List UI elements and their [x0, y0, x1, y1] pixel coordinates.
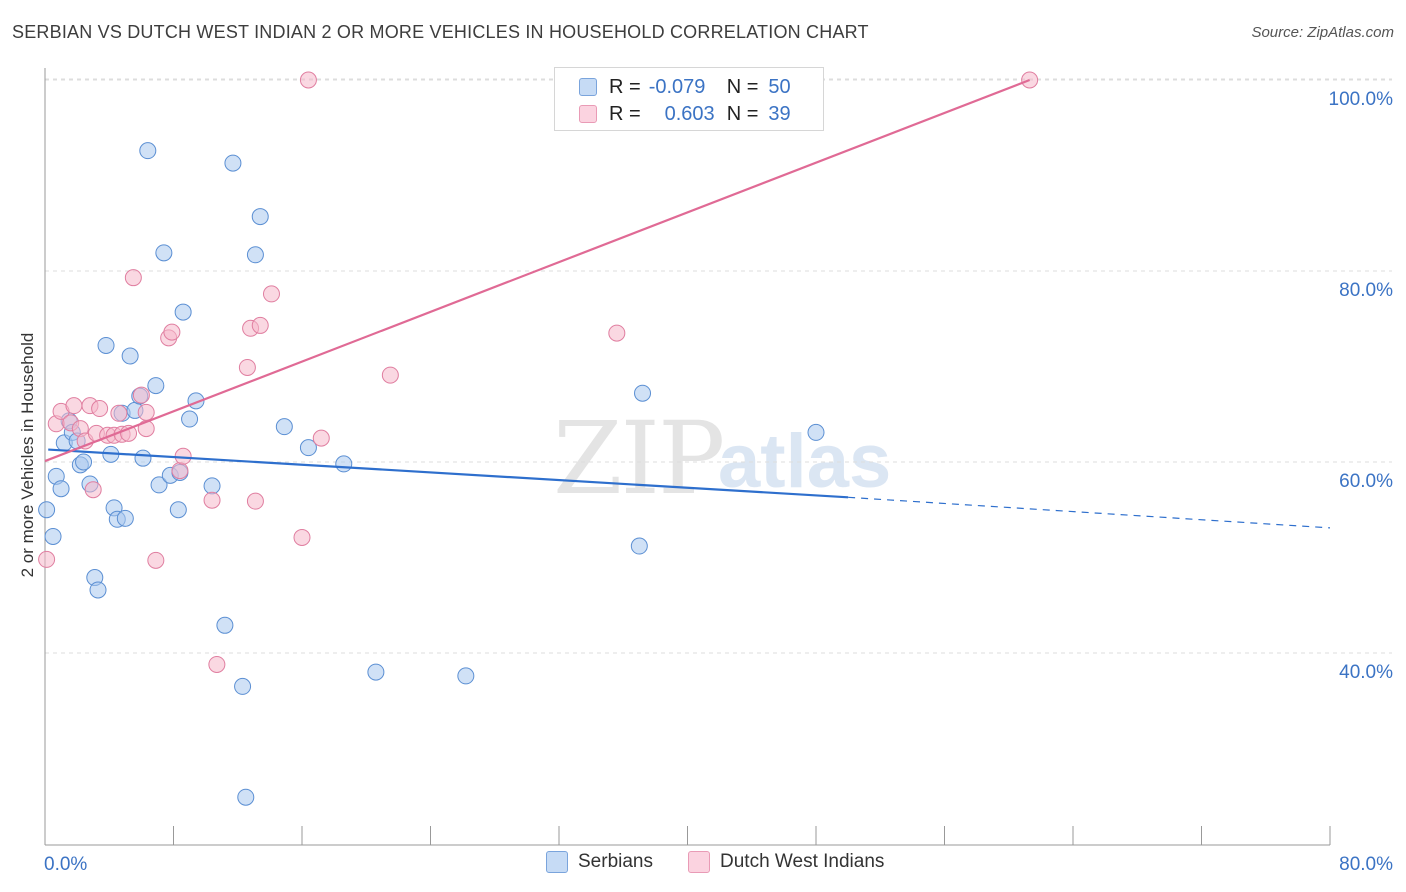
- serbians-point: [299, 439, 317, 457]
- serbians-swatch-icon: [579, 78, 597, 96]
- serbians-point: [52, 480, 70, 498]
- serbians-point: [44, 527, 62, 545]
- dutch-point: [137, 403, 155, 421]
- bottom-legend-dutch-label: Dutch West Indians: [720, 851, 885, 872]
- legend-serbians-n: 50: [768, 75, 791, 98]
- legend-row-serbians: R = -0.079 N = 50: [579, 75, 791, 99]
- serbians-point: [169, 501, 187, 519]
- legend-dutch-n: 39: [768, 102, 791, 125]
- serbians-point: [75, 453, 93, 471]
- serbians-point: [38, 501, 56, 519]
- dutch-trend-line: [44, 78, 1031, 463]
- dutch-point: [65, 397, 83, 415]
- y-tick-label: 60.0%: [1339, 471, 1393, 492]
- dutch-legend-icon: [688, 851, 710, 873]
- chart-title: SERBIAN VS DUTCH WEST INDIAN 2 OR MORE V…: [12, 22, 869, 42]
- x-tick-label: 80.0%: [1339, 854, 1393, 875]
- dutch-point: [251, 316, 269, 334]
- serbians-point: [116, 509, 134, 527]
- serbians-trend-extension: [848, 496, 1331, 529]
- y-tick-label: 40.0%: [1339, 662, 1393, 683]
- serbians-point: [251, 208, 269, 226]
- correlation-legend: R = -0.079 N = 50 R = 0.603 N = 39: [554, 67, 824, 131]
- legend-n-label: N =: [726, 75, 759, 98]
- dutch-point: [312, 429, 330, 447]
- legend-serbians-r: -0.079: [648, 75, 706, 98]
- serbians-point: [367, 663, 385, 681]
- legend-dutch-r: 0.603: [664, 102, 715, 125]
- serbians-legend-icon: [546, 851, 568, 873]
- serbians-point: [275, 418, 293, 436]
- bottom-legend-dutch: Dutch West Indians: [688, 851, 884, 873]
- serbians-point: [234, 677, 252, 695]
- dutch-point: [163, 323, 181, 341]
- dutch-point: [110, 404, 128, 422]
- serbians-point: [237, 788, 255, 806]
- dutch-point: [293, 528, 311, 546]
- serbians-point: [181, 410, 199, 428]
- serbians-point: [807, 423, 825, 441]
- dutch-swatch-icon: [579, 105, 597, 123]
- serbians-point: [134, 449, 152, 467]
- bottom-legend-serbians-label: Serbians: [578, 851, 653, 872]
- dutch-point: [238, 358, 256, 376]
- dutch-point: [246, 492, 264, 510]
- dutch-point: [38, 550, 56, 568]
- dutch-point: [124, 269, 142, 287]
- serbians-point: [150, 476, 168, 494]
- dutch-point: [84, 481, 102, 499]
- serbians-point: [216, 616, 234, 634]
- legend-n-label: N =: [726, 102, 759, 125]
- serbians-point: [174, 303, 192, 321]
- serbians-point: [246, 246, 264, 264]
- x-tick-label: 0.0%: [44, 854, 87, 875]
- serbians-point: [630, 537, 648, 555]
- serbians-point: [634, 384, 652, 402]
- dutch-point: [262, 285, 280, 303]
- serbians-point: [224, 154, 242, 172]
- serbians-point: [155, 244, 173, 262]
- source-credit: Source: ZipAtlas.com: [1251, 24, 1394, 41]
- legend-r-label: R =: [609, 102, 641, 125]
- serbians-point: [335, 455, 353, 473]
- serbians-point: [203, 477, 221, 495]
- legend-row-dutch: R = 0.603 N = 39: [579, 102, 791, 126]
- watermark-zip: ZIP: [553, 400, 725, 517]
- legend-r-label: R =: [609, 75, 641, 98]
- dutch-point: [208, 655, 226, 673]
- serbians-point: [147, 377, 165, 395]
- serbians-point: [139, 142, 157, 160]
- serbians-point: [89, 581, 107, 599]
- bottom-legend-serbians: Serbians: [546, 851, 653, 873]
- dutch-point: [203, 491, 221, 509]
- dutch-point: [608, 324, 626, 342]
- dutch-point: [299, 71, 317, 89]
- serbians-trend-line: [48, 448, 849, 499]
- y-tick-label: 80.0%: [1339, 280, 1393, 301]
- serbians-point: [457, 667, 475, 685]
- dutch-point: [147, 551, 165, 569]
- serbians-point: [97, 336, 115, 354]
- dutch-point: [91, 400, 109, 418]
- y-tick-label: 100.0%: [1329, 89, 1394, 110]
- dutch-point: [381, 366, 399, 384]
- serbians-point: [121, 347, 139, 365]
- dutch-point: [171, 462, 189, 480]
- dutch-point: [132, 386, 150, 404]
